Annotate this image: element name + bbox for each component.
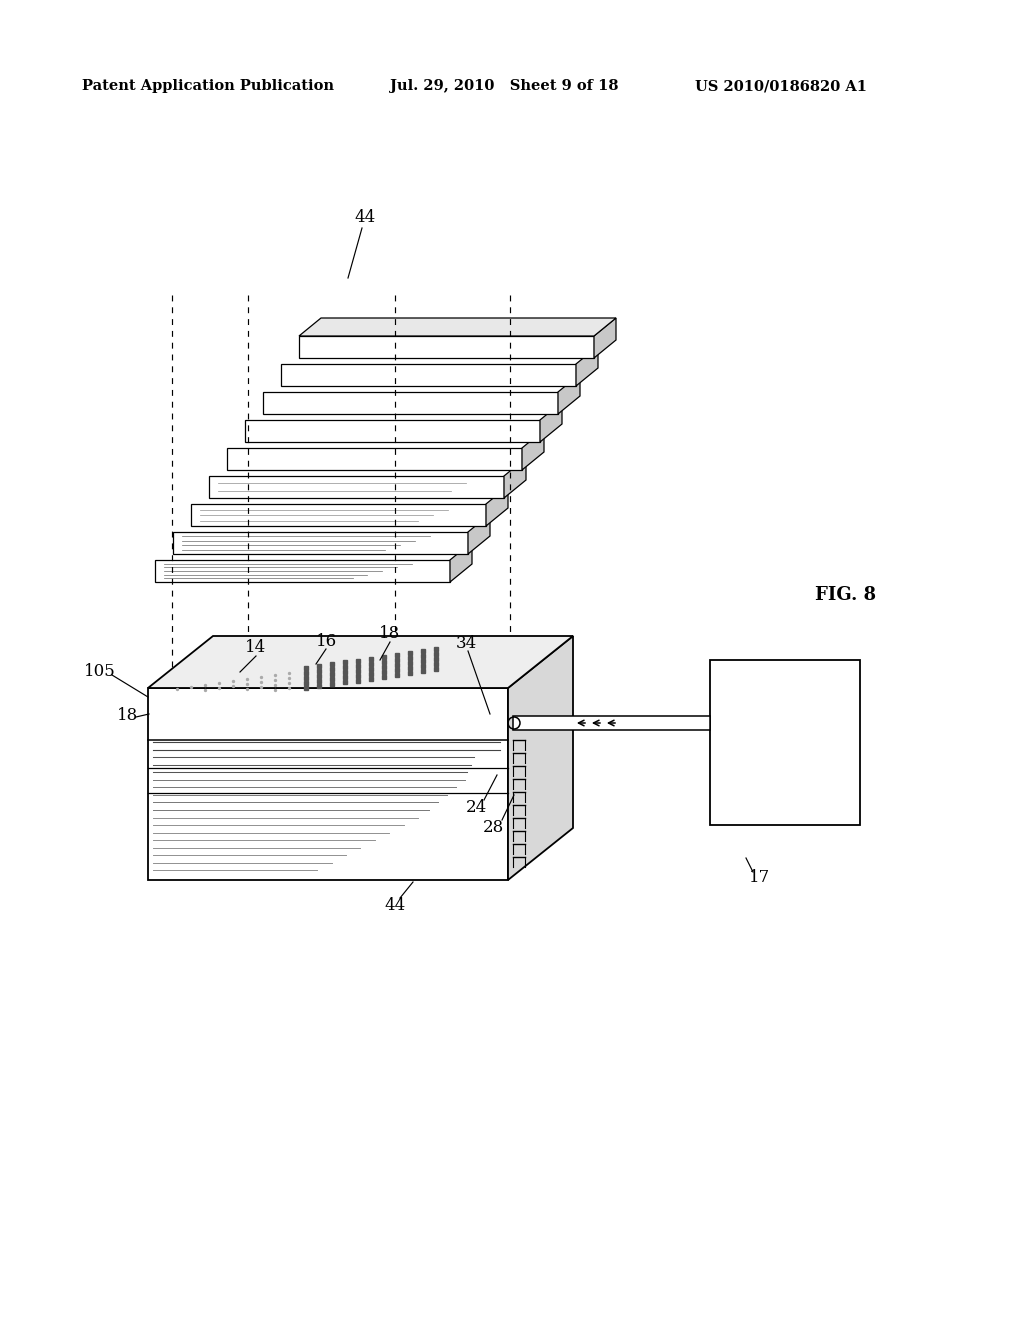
Polygon shape	[281, 364, 575, 385]
Polygon shape	[594, 318, 616, 358]
Text: Jul. 29, 2010   Sheet 9 of 18: Jul. 29, 2010 Sheet 9 of 18	[390, 79, 618, 92]
Text: 18: 18	[118, 706, 138, 723]
Bar	[513, 715, 710, 730]
Polygon shape	[191, 504, 486, 525]
Text: FIG. 8: FIG. 8	[815, 586, 877, 605]
Polygon shape	[540, 403, 562, 442]
Text: 24: 24	[465, 800, 486, 817]
Polygon shape	[575, 346, 598, 385]
Polygon shape	[558, 374, 580, 414]
Polygon shape	[504, 458, 526, 498]
Text: 14: 14	[246, 639, 266, 656]
Polygon shape	[263, 392, 558, 414]
Text: 44: 44	[384, 898, 406, 915]
Polygon shape	[173, 532, 468, 554]
Text: 28: 28	[482, 820, 504, 837]
Polygon shape	[468, 513, 490, 554]
Text: 16: 16	[315, 632, 337, 649]
Polygon shape	[450, 543, 472, 582]
Polygon shape	[299, 318, 616, 337]
Text: 105: 105	[84, 664, 116, 681]
Bar	[710, 660, 860, 825]
Polygon shape	[148, 688, 508, 880]
Text: 34: 34	[456, 635, 476, 652]
Polygon shape	[299, 337, 594, 358]
Polygon shape	[227, 447, 522, 470]
Polygon shape	[508, 636, 573, 880]
Polygon shape	[209, 477, 504, 498]
Text: Patent Application Publication: Patent Application Publication	[82, 79, 334, 92]
Polygon shape	[155, 560, 450, 582]
Text: US 2010/0186820 A1: US 2010/0186820 A1	[695, 79, 867, 92]
Polygon shape	[522, 430, 544, 470]
Text: 44: 44	[354, 210, 376, 227]
Polygon shape	[486, 486, 508, 525]
Text: 17: 17	[750, 870, 771, 887]
Text: 18: 18	[379, 626, 400, 643]
Polygon shape	[148, 636, 573, 688]
Polygon shape	[245, 420, 540, 442]
